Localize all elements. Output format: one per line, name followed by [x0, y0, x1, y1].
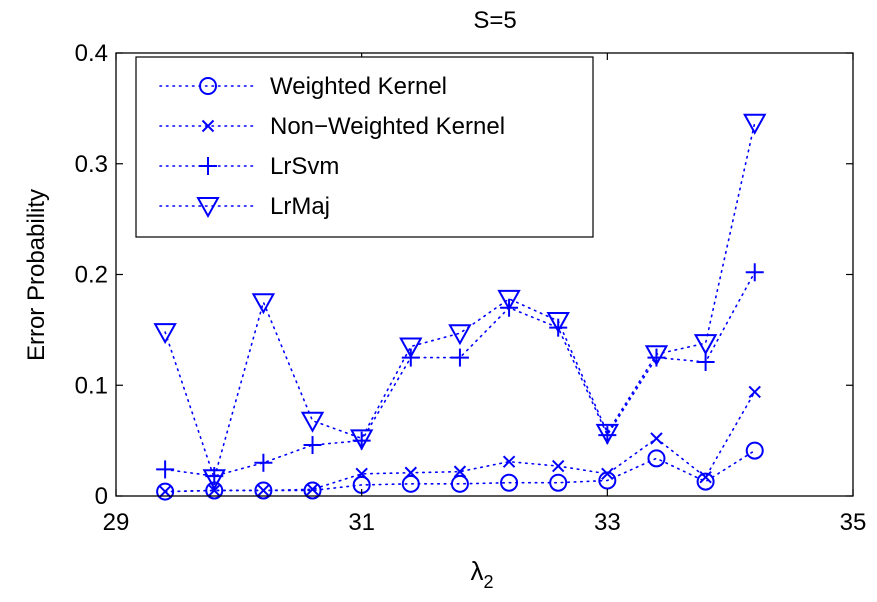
data-point-triangle-down: [153, 323, 177, 345]
x-tick-label: 35: [840, 509, 867, 536]
data-point-circle: [450, 474, 469, 493]
legend: Weighted Kernel Non−Weighted Kernel LrSvm L…: [135, 56, 594, 238]
y-tick-label: 0.1: [75, 372, 108, 399]
data-point-x: [551, 459, 565, 473]
data-point-plus: [156, 460, 175, 479]
series-line: [164, 121, 756, 482]
legend-entry: LrMaj: [159, 193, 330, 220]
legend-marker-x: [201, 119, 215, 133]
data-point-plus: [254, 453, 273, 472]
legend-entry: Non−Weighted Kernel: [159, 113, 505, 140]
data-point-circle: [303, 481, 322, 500]
y-tick-label: 0.2: [75, 262, 108, 289]
legend-marker-plus: [199, 157, 217, 175]
y-tick-label: 0: [95, 483, 108, 510]
data-point-circle: [745, 441, 764, 460]
data-point-x: [601, 467, 614, 481]
data-point-triangle-down: [644, 345, 669, 367]
x-tick-label: 31: [348, 509, 375, 536]
chart-title: S=5: [473, 7, 516, 34]
data-point-x: [158, 485, 172, 498]
legend-label: LrSvm: [270, 153, 339, 180]
legend-marker-triangle-down: [196, 197, 220, 219]
series-line: [164, 271, 756, 477]
data-point-triangle-down: [300, 411, 325, 433]
x-axis-label-symbol: λ: [470, 556, 483, 586]
data-point-plus: [303, 436, 322, 455]
data-point-triangle-down: [349, 429, 374, 451]
data-point-plus: [450, 348, 469, 367]
data-point-x: [306, 483, 319, 496]
series-triangle-down: [153, 113, 767, 491]
x-axis-label: λ2: [470, 556, 493, 592]
data-point-circle: [500, 473, 519, 492]
data-point-x: [453, 465, 467, 478]
legend-marker-circle: [199, 77, 217, 95]
data-point-x: [355, 467, 368, 481]
data-point-x: [404, 466, 418, 479]
data-point-x: [650, 432, 663, 445]
data-point-circle: [647, 449, 666, 468]
data-point-x: [699, 470, 712, 484]
data-point-triangle-down: [497, 289, 521, 311]
data-point-triangle-down: [693, 334, 718, 356]
x-axis-label-subscript: 2: [483, 572, 493, 592]
x-tick-label: 33: [594, 509, 621, 536]
y-axis-label: Error Probability: [23, 189, 50, 361]
data-point-circle: [549, 473, 568, 492]
series-x: [158, 385, 761, 498]
data-point-plus: [745, 263, 764, 282]
data-point-triangle-down: [595, 423, 620, 445]
legend-label: LrMaj: [270, 193, 330, 220]
y-tick-label: 0.4: [75, 40, 108, 67]
legend-entry: LrSvm: [159, 153, 339, 180]
data-point-triangle-down: [399, 337, 423, 359]
legend-entry: Weighted Kernel: [159, 73, 447, 100]
data-point-x: [748, 385, 761, 399]
data-point-plus: [696, 352, 715, 371]
legend-label: Non−Weighted Kernel: [270, 113, 505, 140]
data-point-x: [257, 484, 270, 497]
legend-label: Weighted Kernel: [270, 73, 447, 100]
y-tick-label: 0.3: [75, 151, 108, 178]
data-point-triangle-down: [202, 469, 226, 491]
data-point-triangle-down: [743, 113, 767, 135]
data-point-triangle-down: [546, 312, 570, 334]
data-point-triangle-down: [251, 293, 276, 315]
data-point-x: [502, 455, 516, 468]
x-tick-label: 29: [103, 509, 130, 536]
data-point-x: [208, 484, 221, 497]
data-point-circle: [401, 474, 420, 493]
series-layer: [153, 113, 767, 501]
ticks-layer: 29 31 33 35 0 0.1 0.2 0.3 0.4: [75, 40, 867, 536]
data-point-circle: [696, 472, 715, 491]
data-point-triangle-down: [448, 324, 472, 346]
